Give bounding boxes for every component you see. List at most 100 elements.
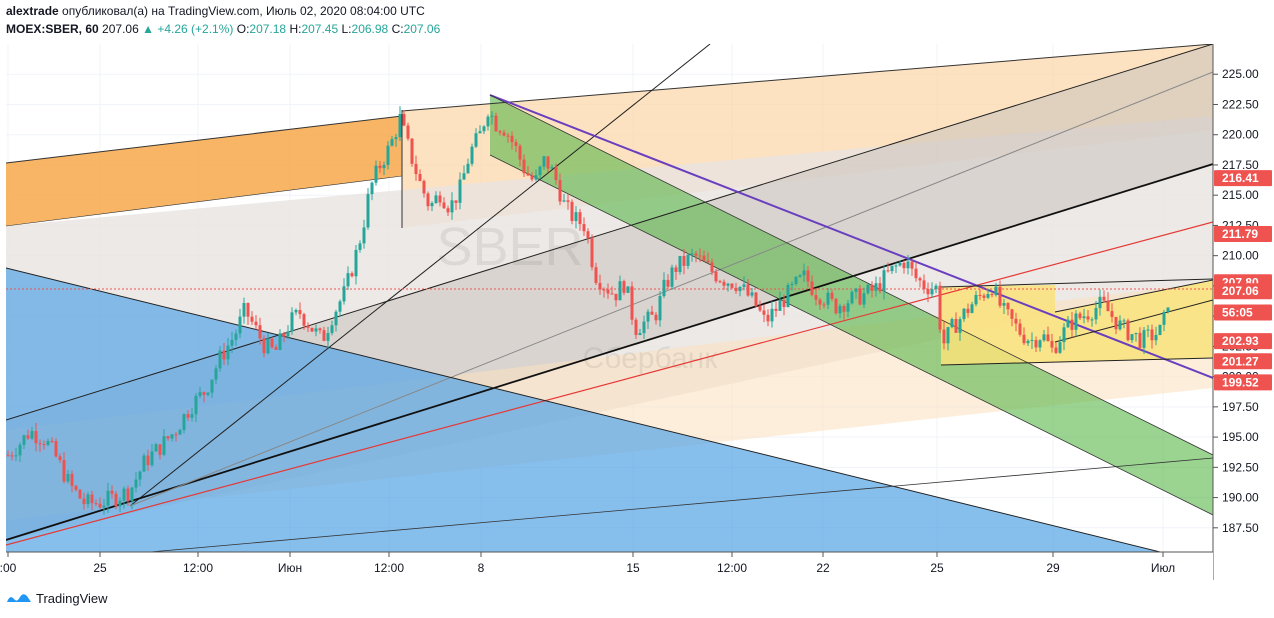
candle-body (1070, 319, 1074, 330)
candle-body (1050, 340, 1054, 348)
author-name[interactable]: alextrade (6, 4, 59, 18)
channel-fill[interactable] (490, 95, 1213, 515)
candle-body (394, 137, 398, 140)
candle-body (94, 503, 98, 505)
candle-body (526, 173, 530, 176)
candle-body (1094, 308, 1098, 320)
candle-body (1054, 347, 1058, 353)
candle-body (1066, 319, 1070, 328)
candle-body (374, 165, 378, 183)
candle-body (958, 319, 962, 333)
candle-body (698, 255, 702, 257)
candle-body (262, 338, 266, 354)
candle-body (134, 479, 138, 488)
candle-body (1154, 334, 1158, 341)
orange-channel-top[interactable] (6, 115, 403, 164)
y-tick-label: 222.50 (1222, 97, 1259, 111)
candle-body (570, 201, 574, 222)
candle-body (798, 275, 802, 277)
candle-body (130, 487, 134, 501)
candle-body (1162, 311, 1166, 325)
candle-body (974, 295, 978, 305)
light-channel-top[interactable] (401, 44, 1213, 112)
candle-body (86, 494, 90, 505)
channel-fill[interactable] (6, 116, 402, 226)
channel-fill[interactable] (941, 285, 1055, 365)
candle-body (438, 195, 442, 203)
candle-body (274, 347, 278, 350)
candle-body (1038, 340, 1042, 348)
candle-body (270, 338, 274, 348)
candle-body (858, 288, 862, 305)
x-tick-label: 12:00 (374, 561, 404, 575)
high-value: 207.45 (301, 22, 339, 36)
candle-body (782, 300, 786, 308)
y-tick-label: 187.50 (1222, 521, 1259, 535)
candle-body (1102, 296, 1106, 301)
candle-body (506, 135, 510, 137)
candle-body (574, 212, 578, 222)
candle-body (562, 200, 566, 202)
red-trend-line[interactable] (6, 221, 1213, 546)
yellow-box-top[interactable] (940, 278, 1213, 288)
green-channel-bottom[interactable] (489, 154, 1213, 516)
open-label: O: (236, 22, 250, 36)
fan-line-steep[interactable] (129, 44, 711, 507)
candle-body (474, 133, 478, 147)
candle-body (542, 156, 546, 167)
candle-body (446, 208, 450, 213)
candle-body (954, 319, 958, 333)
candle-body (342, 286, 346, 302)
candle-body (962, 308, 966, 320)
candle-body (346, 273, 350, 287)
time-axis[interactable]: :00 25 12:00 Июн 12:00 8 15 12:00 22 25 29 Июл (0, 552, 1175, 575)
blue-channel-top[interactable] (6, 267, 1213, 565)
candle-body (746, 284, 750, 296)
candle-body (462, 173, 466, 180)
candle-body (458, 179, 462, 203)
candle-body (850, 291, 854, 304)
symbol-info: MOEX:SBER, 60 207.06 ▲ +4.26 (+2.1%) O:2… (6, 22, 440, 36)
purple-resistance-line[interactable] (489, 94, 1213, 379)
drawing-lines (6, 44, 1213, 565)
candle-body (314, 328, 318, 332)
candle-body (758, 306, 762, 311)
candle-body (634, 319, 638, 336)
price-label: 202.93 (1222, 334, 1259, 348)
candle-body (794, 276, 798, 285)
candle-body (82, 498, 86, 505)
candle-body (554, 167, 558, 181)
candle-body (38, 443, 42, 445)
candle-body (658, 296, 662, 321)
candle-body (738, 286, 742, 292)
candle-body (1138, 332, 1142, 348)
yellow-channel-top[interactable] (1054, 279, 1213, 313)
black-trend-upper[interactable] (6, 44, 1213, 421)
candle-body (390, 139, 394, 146)
lower-gray-line[interactable] (149, 457, 1213, 552)
candle-body (710, 262, 714, 272)
candle-body (814, 295, 818, 300)
candle-body (1022, 334, 1026, 344)
candle-body (622, 281, 626, 293)
yellow-channel-bottom[interactable] (1054, 299, 1213, 343)
footer-brand[interactable]: TradingView (36, 590, 108, 606)
black-trend-lower[interactable] (6, 163, 1213, 541)
price-chart[interactable]: SBER Сбербанк 187.50 190.00 192.50 195.00 19… (0, 40, 1274, 585)
candle-body (982, 295, 986, 298)
candle-body (234, 333, 238, 340)
candle-body (26, 435, 30, 439)
candle-body (654, 314, 658, 321)
candle-body (290, 312, 294, 332)
yellow-box-bottom[interactable] (940, 357, 1213, 366)
candle-body (78, 489, 82, 499)
green-channel-top[interactable] (489, 94, 1213, 456)
candle-body (426, 193, 430, 207)
candle-body (818, 299, 822, 305)
candle-body (610, 293, 614, 295)
symbol-name[interactable]: MOEX:SBER, 60 (6, 22, 99, 36)
orange-channel-bottom[interactable] (6, 175, 403, 227)
candle-body (690, 253, 694, 255)
candle-body (454, 200, 458, 203)
candle-body (1014, 318, 1018, 324)
